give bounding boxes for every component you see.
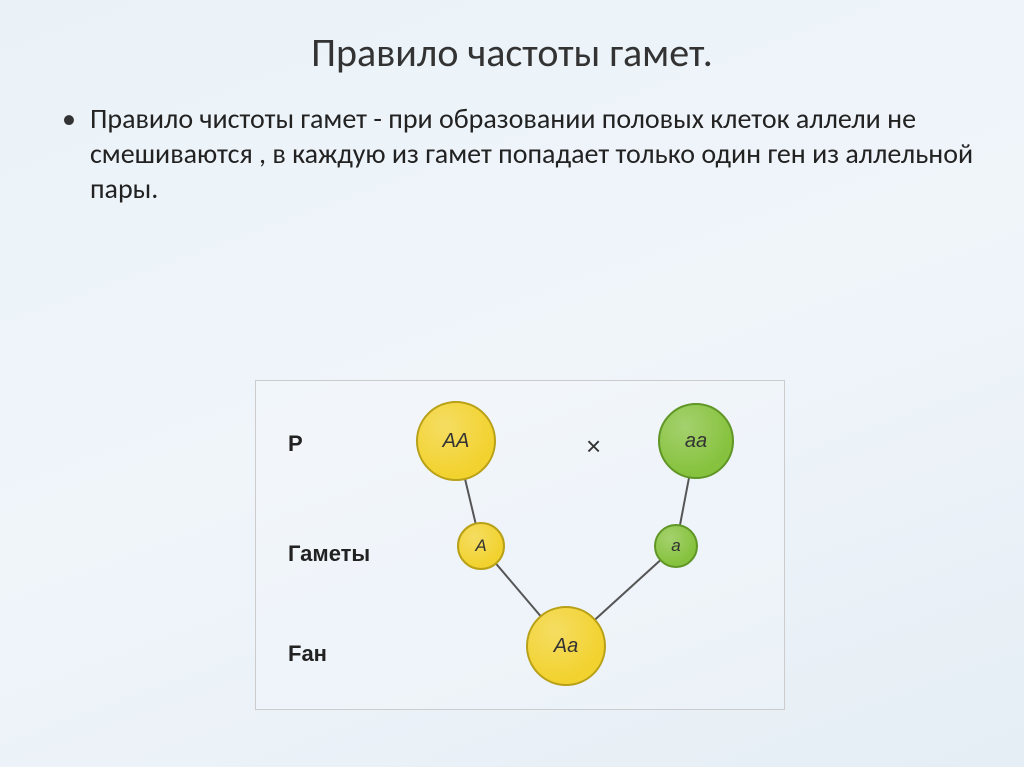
- paragraph: Правило чистоты гамет - при образовании …: [90, 101, 974, 206]
- body-text: • Правило чистоты гамет - при образовани…: [0, 77, 1024, 206]
- bullet-icon: •: [62, 101, 76, 137]
- node-F_Aa: Aa: [526, 606, 606, 686]
- node-P_AA: AA: [416, 401, 496, 481]
- gamete-diagram: P Гаметы Fан AA aa Aa Aa ×: [255, 380, 785, 710]
- row-label-gam: Гаметы: [288, 541, 370, 567]
- row-label-p: P: [288, 431, 303, 457]
- node-P_aa: aa: [658, 403, 734, 479]
- node-G_a: a: [654, 524, 698, 568]
- bullet-row: • Правило чистоты гамет - при образовани…: [62, 101, 974, 206]
- node-G_A: A: [457, 522, 505, 570]
- row-label-f: Fан: [288, 641, 327, 667]
- cross-symbol: ×: [586, 431, 601, 462]
- slide-title: Правило частоты гамет.: [0, 0, 1024, 77]
